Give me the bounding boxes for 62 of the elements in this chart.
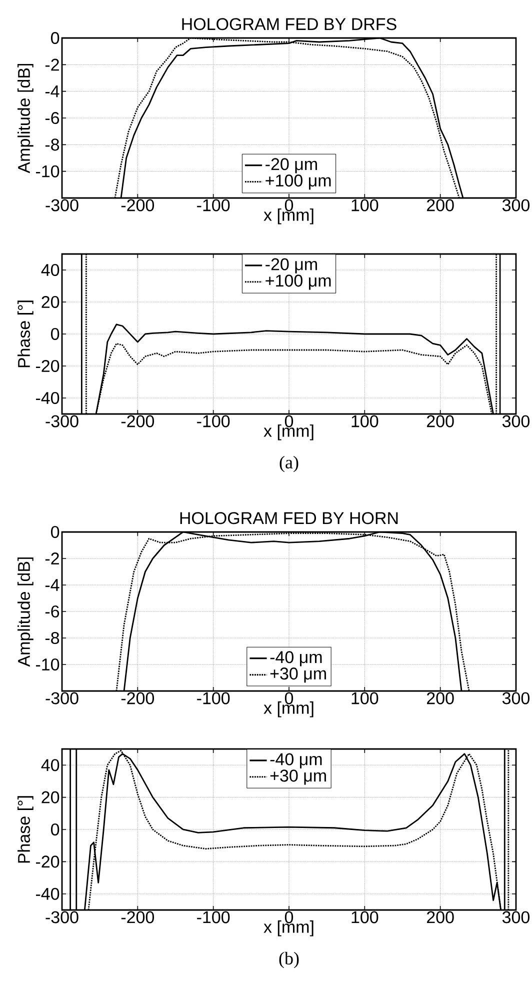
y-tick-label: 40 (41, 759, 60, 772)
x-tick-label: -100 (197, 199, 230, 212)
text: (b) (279, 952, 299, 968)
x-tick-label: 200 (427, 692, 454, 704)
y-axis-title: Amplitude [dB] (18, 64, 34, 174)
y-tick-label: -8 (45, 632, 60, 644)
x-tick-label: 200 (427, 415, 454, 428)
x-tick-label: 300 (502, 911, 530, 924)
y-axis-title: Phase [°] (18, 300, 34, 368)
legend-label: -40 μm (270, 753, 322, 768)
legend-label: +100 μm (266, 174, 331, 190)
y-tick-label: -20 (36, 856, 60, 868)
y-tick-label: -6 (45, 112, 60, 124)
chart-title: HOLOGRAM FED BY HORN (180, 512, 398, 524)
y-tick-label: -6 (45, 605, 60, 618)
x-tick-label: -300 (46, 199, 78, 212)
y-tick-label: 0 (51, 32, 60, 44)
x-tick-label: 200 (427, 911, 454, 924)
legend-label: -20 μm (266, 158, 317, 174)
x-tick-label: 100 (352, 911, 378, 924)
y-tick-label: 20 (42, 791, 60, 804)
x-tick-label: 100 (352, 415, 378, 428)
x-tick-label: 300 (502, 692, 530, 704)
y-tick-label: -4 (45, 85, 60, 98)
text: (a) (280, 456, 298, 472)
x-tick-label: -200 (121, 415, 154, 428)
x-tick-label: 100 (352, 199, 378, 212)
y-tick-label: -40 (36, 888, 60, 900)
x-tick-label: -100 (197, 911, 230, 924)
x-tick-label: -100 (197, 415, 230, 428)
y-tick-label: 0 (51, 526, 60, 538)
y-tick-label: -4 (45, 579, 60, 591)
x-tick-label: 300 (502, 415, 530, 428)
x-tick-label: -200 (121, 911, 154, 924)
x-tick-label: 200 (427, 199, 454, 212)
x-tick-label: -300 (46, 415, 78, 428)
y-tick-label: -10 (36, 165, 60, 178)
legend-label: -40 μm (270, 651, 322, 666)
legend-label: +30 μm (270, 668, 326, 683)
y-tick-label: 0 (51, 328, 60, 340)
legend-label: +100 μm (266, 274, 331, 290)
y-tick-label: -2 (45, 58, 59, 71)
y-tick-label: -40 (36, 392, 60, 404)
y-axis-title: Phase [°] (18, 796, 34, 863)
y-tick-label: 40 (41, 264, 60, 276)
y-axis-title: Amplitude [dB] (18, 557, 34, 667)
y-tick-label: -10 (36, 658, 60, 671)
y-tick-label: -20 (36, 360, 60, 372)
x-tick-label: 100 (352, 692, 378, 704)
x-tick-label: -100 (197, 692, 230, 704)
y-tick-label: -2 (45, 552, 59, 564)
legend-label: -20 μm (266, 258, 317, 274)
y-tick-label: 0 (51, 823, 60, 836)
chart-title: HOLOGRAM FED BY DRFS (182, 18, 396, 30)
x-tick-label: -200 (121, 199, 154, 212)
x-tick-label: 300 (502, 199, 530, 212)
x-tick-label: -300 (46, 911, 78, 924)
x-tick-label: -300 (46, 692, 78, 704)
x-tick-label: -200 (121, 692, 154, 704)
y-tick-label: 20 (42, 296, 60, 308)
y-tick-label: -8 (45, 138, 60, 151)
legend-label: +30 μm (270, 770, 326, 785)
